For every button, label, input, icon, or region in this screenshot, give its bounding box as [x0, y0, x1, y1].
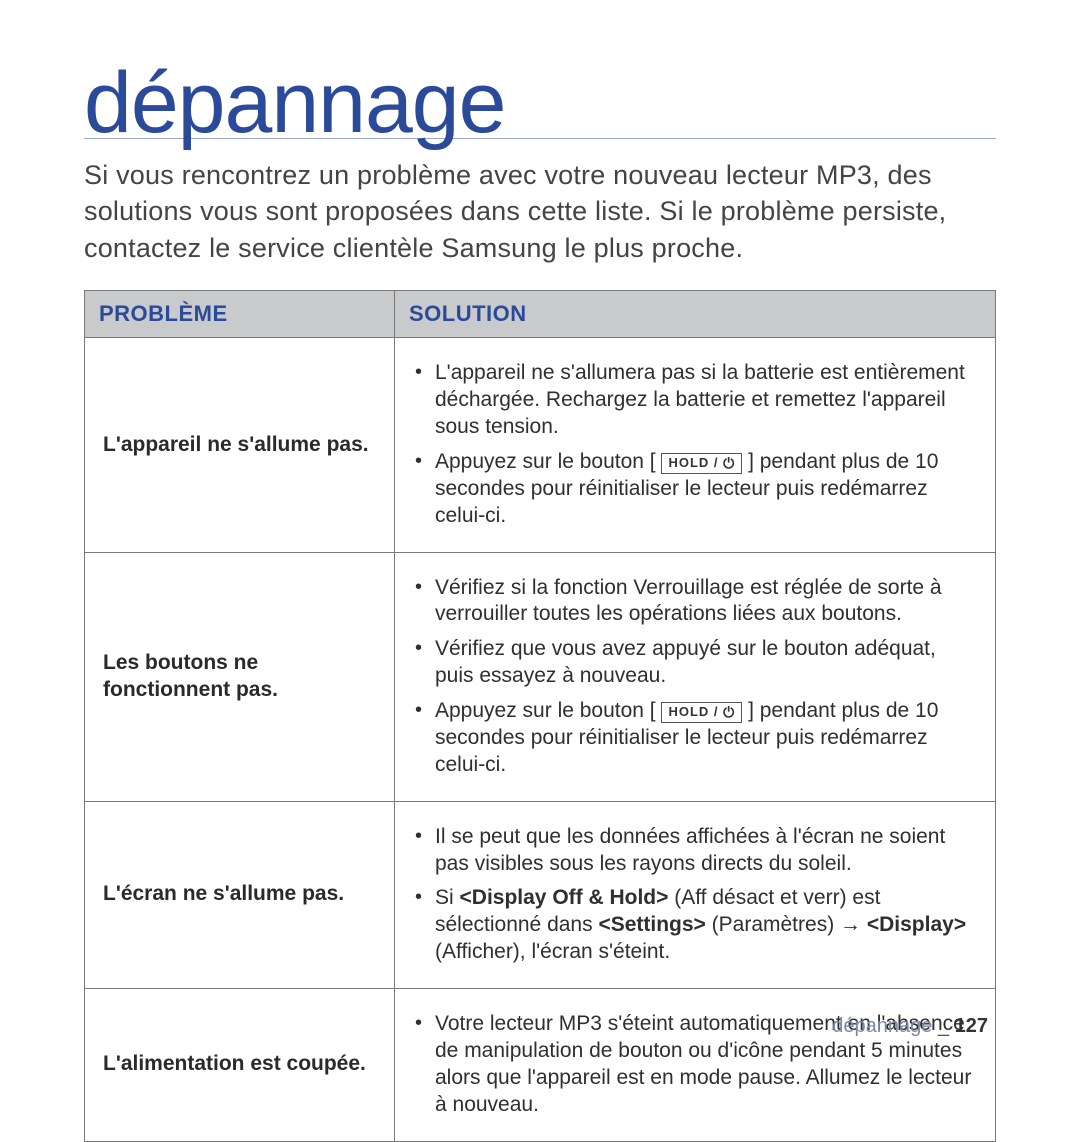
- solution-item: Appuyez sur le bouton [ HOLD / ⏻ ] penda…: [413, 698, 979, 779]
- problem-cell: L'écran ne s'allume pas.: [85, 801, 395, 988]
- table-row: Les boutons ne fonctionnent pas. Vérifiez…: [85, 552, 996, 801]
- solution-cell: Il se peut que les données affichées à l…: [395, 801, 996, 988]
- hold-power-button-icon: HOLD / ⏻: [661, 702, 742, 723]
- solution-item: Vérifiez si la fonction Verrouillage est…: [413, 575, 979, 629]
- troubleshooting-table: PROBLÈME SOLUTION L'appareil ne s'allume…: [84, 290, 996, 1141]
- table-row: L'alimentation est coupée.Votre lecteur …: [85, 989, 996, 1142]
- intro-paragraph: Si vous rencontrez un problème avec votr…: [84, 157, 996, 266]
- solution-item: Si <Display Off & Hold> (Aff désact et v…: [413, 885, 979, 966]
- solution-item: Vérifiez que vous avez appuyé sur le bou…: [413, 636, 979, 690]
- solution-cell: Vérifiez si la fonction Verrouillage est…: [395, 552, 996, 801]
- solution-item: L'appareil ne s'allumera pas si la batte…: [413, 360, 979, 441]
- footer-sep: _: [932, 1015, 954, 1037]
- solution-list: L'appareil ne s'allumera pas si la batte…: [413, 360, 979, 529]
- header-solution: SOLUTION: [395, 291, 996, 338]
- manual-page: dépannage Si vous rencontrez un problème…: [0, 0, 1080, 1080]
- table-header-row: PROBLÈME SOLUTION: [85, 291, 996, 338]
- header-problem: PROBLÈME: [85, 291, 395, 338]
- table-row: L'appareil ne s'allume pas.L'appareil ne…: [85, 338, 996, 552]
- problem-cell: L'alimentation est coupée.: [85, 989, 395, 1142]
- footer-page-number: 127: [955, 1015, 988, 1037]
- problem-cell: L'appareil ne s'allume pas.: [85, 338, 395, 552]
- solution-cell: Votre lecteur MP3 s'éteint automatiqueme…: [395, 989, 996, 1142]
- hold-power-button-icon: HOLD / ⏻: [661, 453, 742, 474]
- footer-section: dépannage: [832, 1015, 932, 1037]
- page-footer: dépannage _ 127: [832, 1015, 988, 1038]
- page-title: dépannage: [84, 60, 996, 146]
- solution-list: Vérifiez si la fonction Verrouillage est…: [413, 575, 979, 779]
- solution-item: Appuyez sur le bouton [ HOLD / ⏻ ] penda…: [413, 449, 979, 530]
- problem-cell: Les boutons ne fonctionnent pas.: [85, 552, 395, 801]
- title-rule: dépannage: [84, 60, 996, 139]
- solution-cell: L'appareil ne s'allumera pas si la batte…: [395, 338, 996, 552]
- solution-item: Il se peut que les données affichées à l…: [413, 824, 979, 878]
- solution-list: Il se peut que les données affichées à l…: [413, 824, 979, 966]
- table-row: L'écran ne s'allume pas. Il se peut que l…: [85, 801, 996, 988]
